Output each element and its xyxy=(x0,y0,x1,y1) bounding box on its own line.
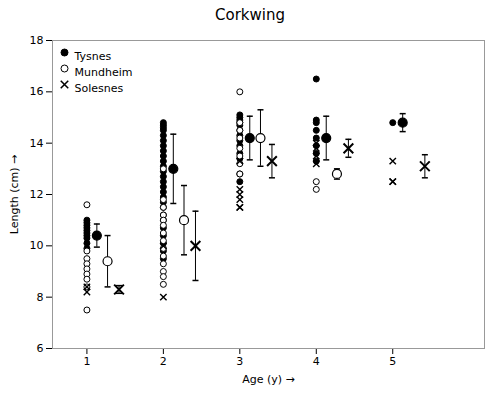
svg-text:Mundheim: Mundheim xyxy=(75,66,133,79)
svg-text:1: 1 xyxy=(83,355,90,368)
svg-text:4: 4 xyxy=(313,355,320,368)
svg-text:Length (cm) →: Length (cm) → xyxy=(8,155,21,235)
svg-text:Tysnes: Tysnes xyxy=(74,50,112,63)
svg-text:16: 16 xyxy=(30,85,44,98)
svg-text:10: 10 xyxy=(30,239,44,252)
svg-text:2: 2 xyxy=(160,355,167,368)
svg-text:18: 18 xyxy=(30,34,44,47)
svg-text:14: 14 xyxy=(30,137,44,150)
svg-text:3: 3 xyxy=(236,355,243,368)
svg-text:Solesnes: Solesnes xyxy=(75,82,124,95)
svg-text:Age (y) →: Age (y) → xyxy=(242,373,295,386)
svg-text:12: 12 xyxy=(30,188,44,201)
svg-text:5: 5 xyxy=(389,355,396,368)
html-text:Corkwing: Corkwing xyxy=(215,6,285,24)
svg-text:8: 8 xyxy=(37,291,44,304)
svg-text:6: 6 xyxy=(37,342,44,355)
